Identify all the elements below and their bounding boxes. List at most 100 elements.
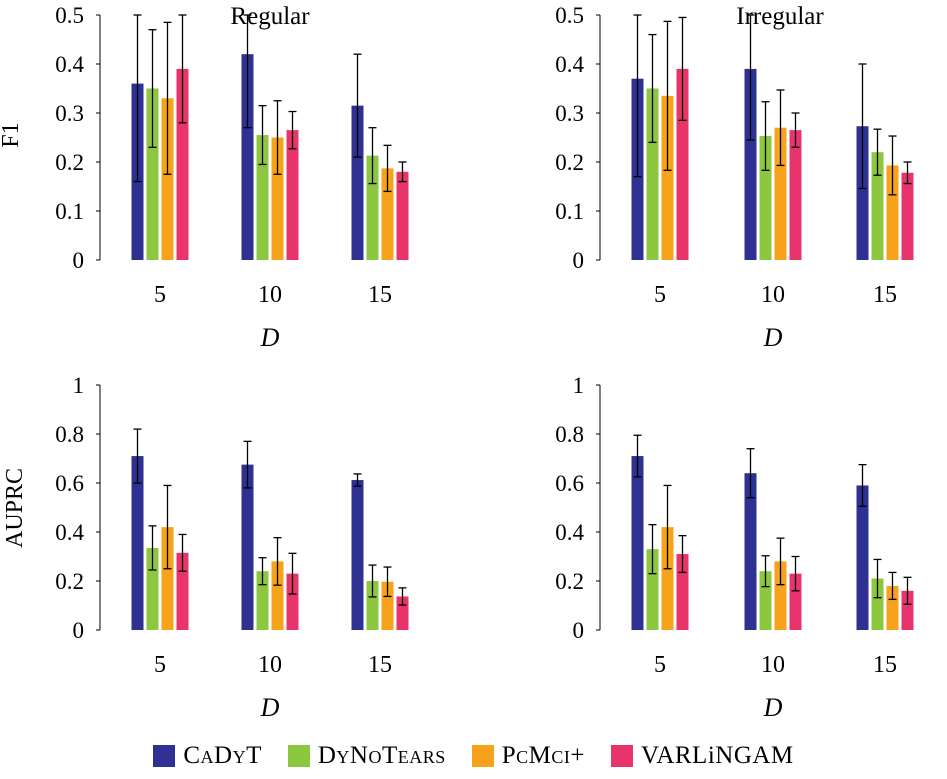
y-tick-label: 0.1 <box>555 199 584 224</box>
bar-dynotears <box>256 135 269 260</box>
y-tick-label: 0.2 <box>555 569 584 594</box>
bar-dynotears <box>366 581 379 630</box>
legend-swatch-dynotears <box>287 745 310 767</box>
legend-label-pcmci: PcMci+ <box>501 742 585 769</box>
y-tick-label: 0 <box>73 618 85 643</box>
y-tick-label: 0.8 <box>555 422 584 447</box>
y-axis-label: F1 <box>0 122 24 147</box>
legend-item-dynotears: DyNoTears <box>287 742 446 770</box>
chart-title: Regular <box>230 3 310 30</box>
bar-varlingam <box>901 590 914 630</box>
bar-pcmci <box>661 527 674 630</box>
y-tick-label: 0.1 <box>55 199 84 224</box>
bar-cadyt <box>241 54 254 261</box>
bar-cadyt <box>631 456 644 630</box>
bar-pcmci <box>271 137 284 260</box>
bar-varlingam <box>676 68 689 261</box>
x-tick-label: 15 <box>368 282 392 308</box>
legend-swatch-varlingam <box>610 745 633 767</box>
chart-panel-1: 0 0.1 0.2 0.3 0.4 0.5 5 10 15 D Regular F1 <box>0 3 409 352</box>
bar-varlingam <box>789 130 802 260</box>
x-tick-label: 10 <box>761 282 785 308</box>
bar-cadyt <box>351 105 364 261</box>
bar-dynotears <box>646 549 659 630</box>
x-tick-label: 15 <box>873 652 897 678</box>
bar-cadyt <box>856 485 869 630</box>
bar-dynotears <box>871 578 884 630</box>
bar-pcmci <box>886 165 899 260</box>
x-tick-label: 5 <box>154 652 166 678</box>
bar-cadyt <box>241 464 254 630</box>
y-tick-label: 0.2 <box>555 150 584 175</box>
bar-dynotears <box>146 88 159 260</box>
bar-varlingam <box>176 68 189 261</box>
y-tick-label: 0.4 <box>555 520 584 545</box>
y-tick-label: 0 <box>573 248 585 273</box>
bar-dynotears <box>256 571 269 630</box>
bar-dynotears <box>646 88 659 260</box>
y-tick-label: 1 <box>573 373 585 398</box>
x-tick-label: 15 <box>873 282 897 308</box>
bar-dynotears <box>146 547 159 630</box>
bar-varlingam <box>176 552 189 630</box>
bar-varlingam <box>286 573 299 630</box>
y-tick-label: 0.8 <box>55 422 84 447</box>
y-tick-label: 0.3 <box>555 101 584 126</box>
y-tick-label: 0.5 <box>55 3 84 28</box>
chart-title: Irregular <box>736 3 824 30</box>
bar-cadyt <box>351 480 364 630</box>
legend-label-dynotears: DyNoTears <box>317 742 446 769</box>
bar-pcmci <box>271 561 284 630</box>
legend-item-varlingam: VARLiNGAM <box>610 742 794 770</box>
y-tick-label: 0.2 <box>55 150 84 175</box>
y-tick-label: 0 <box>573 618 585 643</box>
legend-swatch-pcmci <box>471 745 494 767</box>
bar-pcmci <box>161 98 174 260</box>
bar-pcmci <box>381 581 394 630</box>
y-tick-label: 0.4 <box>55 52 84 77</box>
bar-pcmci <box>774 561 787 630</box>
y-axis-label: AUPRC <box>2 468 28 548</box>
y-tick-label: 0.4 <box>55 520 84 545</box>
bar-dynotears <box>366 155 379 260</box>
bar-pcmci <box>161 527 174 630</box>
x-tick-label: 5 <box>654 652 666 678</box>
y-tick-label: 0 <box>73 248 85 273</box>
x-axis-label: D <box>260 323 280 352</box>
bar-varlingam <box>901 172 914 260</box>
y-tick-label: 1 <box>73 373 85 398</box>
x-tick-label: 5 <box>154 282 166 308</box>
bar-varlingam <box>286 130 299 260</box>
legend-swatch-cadyt <box>153 745 176 767</box>
x-tick-label: 15 <box>368 652 392 678</box>
legend: CaDyT DyNoTears PcMci+ VARLiNGAM <box>0 738 947 774</box>
x-tick-label: 5 <box>654 282 666 308</box>
x-axis-label: D <box>260 693 280 722</box>
x-axis-label: D <box>763 323 783 352</box>
bar-cadyt <box>856 126 869 260</box>
bar-cadyt <box>744 473 757 630</box>
y-tick-label: 0.4 <box>555 52 584 77</box>
bar-pcmci <box>886 585 899 630</box>
x-tick-label: 10 <box>761 652 785 678</box>
x-axis-label: D <box>763 693 783 722</box>
legend-label-varlingam: VARLiNGAM <box>640 742 794 769</box>
legend-label-cadyt: CaDyT <box>183 742 262 769</box>
bar-cadyt <box>744 68 757 261</box>
y-tick-label: 0.2 <box>55 569 84 594</box>
y-tick-label: 0.3 <box>55 101 84 126</box>
x-tick-label: 10 <box>258 652 282 678</box>
bar-dynotears <box>871 152 884 260</box>
bar-pcmci <box>661 95 674 260</box>
bar-varlingam <box>789 573 802 630</box>
legend-item-cadyt: CaDyT <box>153 742 262 770</box>
bar-dynotears <box>759 136 772 260</box>
bar-dynotears <box>759 571 772 630</box>
bar-pcmci <box>774 127 787 260</box>
x-tick-label: 10 <box>258 282 282 308</box>
y-tick-label: 0.6 <box>555 471 584 496</box>
bar-cadyt <box>131 456 144 630</box>
y-tick-label: 0.5 <box>555 3 584 28</box>
